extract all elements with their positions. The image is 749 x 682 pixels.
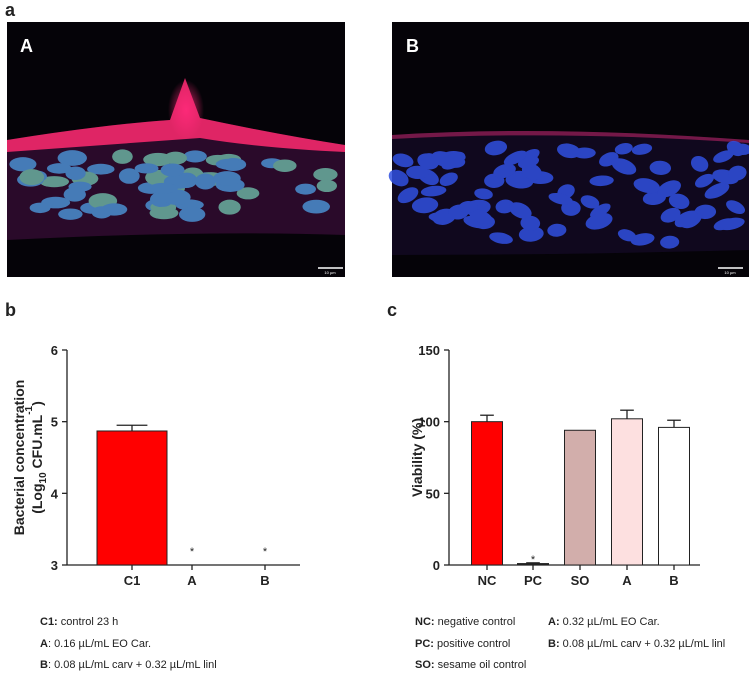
legend-note-text: sesame oil control: [435, 659, 527, 671]
y-tick-label: 4: [51, 486, 59, 501]
y-axis-label: Bacterial concentration: [11, 380, 27, 536]
y-axis-label-part: 10: [38, 472, 49, 484]
x-tick-label: B: [260, 573, 269, 588]
legend-note-text: control 23 h: [58, 616, 119, 628]
legend-note: NC: negative control: [415, 616, 515, 628]
x-tick-label: PC: [524, 573, 543, 588]
panel-label: a: [5, 0, 16, 20]
y-axis-label: Viability (%): [409, 418, 425, 497]
y-tick-label: 50: [426, 486, 440, 501]
legend-note-key: PC:: [415, 638, 434, 650]
bar: [611, 418, 643, 566]
y-tick-label: 150: [418, 343, 440, 358]
bar: [517, 563, 549, 566]
y-axis-label-part: CFU.mL: [29, 414, 45, 472]
legend-note-key: NC:: [415, 616, 435, 628]
legend-note-key: A: [40, 638, 48, 650]
y-axis-label-part: -1: [24, 405, 35, 414]
micrograph-label: B: [406, 36, 419, 56]
legend-note-key: B:: [548, 638, 560, 650]
micrograph-a: A 10 µm: [7, 22, 345, 277]
micrograph-label: A: [20, 36, 33, 56]
legend-note-text: 0.32 µL/mL EO Car.: [560, 616, 660, 628]
legend-note: PC: positive control: [415, 638, 510, 650]
legend-note: A: 0.16 µL/mL EO Car.: [40, 638, 151, 650]
significance-mark: *: [263, 546, 268, 558]
significance-mark: *: [190, 546, 195, 558]
y-tick-label: 6: [51, 343, 58, 358]
y-axis-label-part: (Log: [29, 483, 45, 513]
legend-note: A: 0.32 µL/mL EO Car.: [548, 616, 660, 628]
legend-note: C1: control 23 h: [40, 616, 118, 628]
y-tick-label: 0: [433, 558, 440, 573]
bar: [96, 430, 168, 566]
significance-mark: *: [531, 554, 536, 566]
legend-note-key: A:: [548, 616, 560, 628]
bar: [658, 426, 690, 566]
y-tick-label: 3: [51, 558, 58, 573]
legend-note-text: : 0.08 µL/mL carv + 0.32 µL/mL linl: [48, 659, 217, 671]
legend-note-text: negative control: [435, 616, 516, 628]
panel-label: b: [5, 300, 16, 320]
legend-note: B: 0.08 µL/mL carv + 0.32 µL/mL linl: [548, 638, 725, 650]
legend-note-text: positive control: [434, 638, 510, 650]
bar: [471, 421, 503, 566]
scale-bar-label: 10 µm: [724, 270, 736, 275]
x-tick-label: SO: [571, 573, 590, 588]
scale-bar-label: 10 µm: [324, 270, 336, 275]
micrograph-b: B 10 µm: [388, 22, 749, 277]
y-tick-label: 5: [51, 415, 58, 430]
x-tick-label: B: [669, 573, 678, 588]
legend-note: B: 0.08 µL/mL carv + 0.32 µL/mL linl: [40, 659, 217, 671]
legend-note-key: SO:: [415, 659, 435, 671]
panel-label: c: [387, 300, 397, 320]
x-tick-label: A: [622, 573, 632, 588]
legend-note: SO: sesame oil control: [415, 659, 526, 671]
x-tick-label: NC: [478, 573, 497, 588]
x-tick-label: A: [187, 573, 197, 588]
legend-note-key: C1:: [40, 616, 58, 628]
legend-note-key: B: [40, 659, 48, 671]
legend-note-text: 0.08 µL/mL carv + 0.32 µL/mL linl: [560, 638, 726, 650]
bar: [564, 429, 596, 566]
legend-note-text: : 0.16 µL/mL EO Car.: [48, 638, 151, 650]
y-tick-label: 100: [418, 415, 440, 430]
y-axis-label: (Log10 CFU.mL-1): [24, 401, 49, 514]
x-tick-label: C1: [124, 573, 141, 588]
y-axis-label-part: ): [29, 401, 45, 406]
